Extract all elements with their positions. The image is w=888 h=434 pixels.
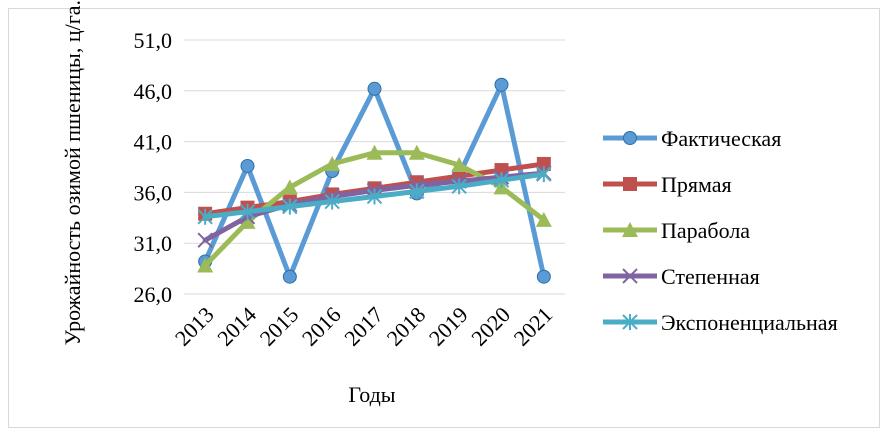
series-group [197, 77, 552, 284]
x-tick-label: 2013 [170, 302, 219, 351]
legend-marker [622, 314, 638, 330]
data-point [536, 166, 552, 183]
y-axis-title: Урожайность озимой пшеницы, ц/га.. [60, 0, 85, 345]
y-axis-ticks: 26,0 31,0 36,0 41,0 46,0 51,0 [134, 28, 173, 307]
data-point [324, 193, 340, 210]
chart-frame [8, 8, 880, 428]
data-point [409, 183, 425, 200]
data-point [239, 213, 256, 229]
legend-marker [623, 131, 637, 145]
legend-marker [622, 222, 638, 237]
x-tick-label: 2014 [212, 302, 261, 351]
x-tick-label: 2020 [466, 302, 515, 351]
data-point [536, 156, 551, 171]
data-point [366, 144, 383, 160]
y-tick-label: 31,0 [134, 231, 173, 256]
x-tick-label: 2018 [382, 302, 431, 351]
data-point [197, 208, 213, 225]
x-axis-title: Годы [348, 382, 395, 407]
data-point [239, 203, 256, 220]
x-tick-label: 2021 [509, 302, 558, 351]
data-point [197, 257, 214, 273]
data-point [451, 156, 468, 172]
y-tick-label: 26,0 [134, 282, 173, 307]
y-tick-label: 41,0 [134, 130, 173, 155]
y-tick-label: 36,0 [134, 180, 173, 205]
legend-item: Фактическая [603, 126, 781, 151]
legend-label: Экспоненциальная [661, 310, 838, 335]
legend-item: Экспоненциальная [603, 310, 838, 335]
x-tick-label: 2017 [339, 302, 388, 351]
legend-item: Степенная [603, 264, 760, 289]
y-tick-label: 51,0 [134, 28, 173, 53]
data-point [408, 144, 425, 160]
data-point [367, 81, 382, 96]
data-point [366, 188, 383, 205]
data-point [281, 179, 298, 195]
data-point [536, 269, 551, 284]
x-tick-label: 2019 [424, 302, 473, 351]
data-point [240, 158, 255, 173]
legend: Фактическая Прямая Парабола Степенная Экспон… [603, 126, 838, 335]
series-star [197, 166, 552, 225]
data-point [451, 178, 467, 195]
data-point [282, 269, 297, 284]
data-point [197, 232, 213, 248]
data-point [324, 155, 341, 171]
legend-label: Парабола [661, 218, 750, 243]
legend-item: Парабола [603, 218, 750, 243]
legend-marker [623, 177, 637, 191]
data-point [282, 198, 298, 215]
legend-label: Фактическая [661, 126, 781, 151]
data-point [494, 77, 509, 92]
legend-label: Прямая [661, 172, 732, 197]
y-tick-label: 46,0 [134, 79, 173, 104]
data-point [493, 172, 510, 189]
legend-marker [622, 268, 638, 284]
x-tick-label: 2015 [255, 302, 304, 351]
data-point [535, 211, 552, 227]
legend-item: Прямая [603, 172, 732, 197]
x-tick-label: 2016 [297, 302, 346, 351]
legend-label: Степенная [661, 264, 760, 289]
